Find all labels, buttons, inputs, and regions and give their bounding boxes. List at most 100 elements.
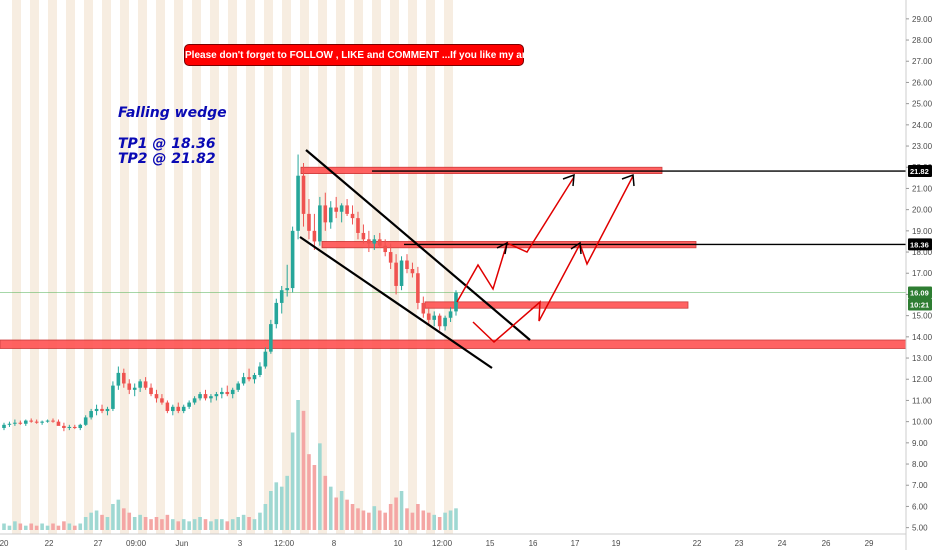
volume-bar (7, 525, 12, 530)
arrowhead-2b (621, 173, 635, 187)
candle-body (45, 420, 50, 422)
y-tick-label: 10.00 (912, 418, 932, 427)
y-tick-label: 6.00 (912, 502, 928, 511)
candle-body (116, 372, 121, 386)
candle-body (307, 213, 311, 231)
volume-bar (45, 525, 50, 530)
horizontal-lines (372, 170, 906, 246)
candle-body (416, 273, 420, 303)
session-band (282, 0, 291, 534)
volume-bar (290, 432, 295, 530)
candle-body (138, 381, 142, 388)
candle-body (18, 422, 23, 424)
candle-body (7, 423, 12, 425)
session-bands (12, 0, 453, 534)
volume-bar (372, 506, 377, 530)
candle-body (388, 252, 393, 263)
y-tick-label: 28.00 (912, 36, 932, 45)
candle-body (328, 207, 333, 223)
session-band (48, 0, 57, 534)
y-tick-label: 17.00 (912, 269, 932, 278)
candle-body (105, 408, 110, 412)
x-tick-label: 09:00 (126, 539, 147, 548)
volume-bar (171, 519, 175, 530)
candle-body (318, 205, 322, 242)
session-band (138, 0, 147, 534)
y-tick-label: 8.00 (912, 460, 928, 469)
candle-body (410, 269, 415, 274)
y-tick-label: 11.00 (912, 396, 932, 405)
volume-bar (421, 510, 426, 530)
candle-body (383, 245, 388, 253)
candle-body (149, 387, 153, 395)
x-tick-label: 8 (332, 539, 337, 548)
candle-body (285, 288, 289, 291)
x-tick-label: 10 (394, 539, 403, 548)
candle-body (252, 375, 257, 380)
price-tag-label: 16.09 (910, 289, 929, 298)
price-axis: 5.00 6.00 7.00 8.00 9.00 10.00 11.00 12.00 13.00… (905, 0, 932, 550)
volume-bar (122, 508, 126, 530)
volume-bar (334, 497, 338, 530)
y-tick-label: 14.00 (912, 333, 932, 342)
volume-bar (34, 525, 39, 530)
projection-path-1 (456, 176, 575, 303)
x-tick-label: 3 (238, 539, 243, 548)
y-tick-label: 19.00 (912, 227, 932, 236)
candle-body (356, 218, 360, 233)
x-tick-label: 27 (94, 539, 103, 548)
candle-body (100, 408, 104, 412)
candle-body (236, 383, 240, 390)
entry-zone (424, 301, 689, 309)
volume-bar (94, 510, 99, 530)
candle-body (83, 417, 88, 425)
volume-bar (236, 517, 240, 530)
volume-bar (67, 523, 72, 530)
y-tick-label: 26.00 (912, 78, 932, 87)
candle-body (290, 230, 295, 289)
candle-body (192, 398, 197, 403)
y-tick-label: 27.00 (912, 57, 932, 66)
volume-bar (247, 517, 251, 530)
tp1-label: TP1 @ 18.36 (118, 136, 216, 152)
volume-bar (405, 508, 409, 530)
projection-arrows (456, 173, 635, 344)
volume-bar (426, 512, 431, 530)
volume-bar (40, 523, 44, 530)
volume-bar (111, 504, 115, 530)
price-tag-label: 18.36 (910, 240, 929, 249)
volume-bar (181, 519, 186, 530)
volume-bar (176, 521, 181, 530)
volume-bar (225, 521, 230, 530)
y-tick-label: 5.00 (912, 524, 928, 533)
candle-body (230, 389, 235, 395)
volume-bar (78, 523, 83, 530)
volume-bar (23, 525, 28, 530)
y-tick-label: 13.00 (912, 354, 932, 363)
volume-bar (56, 525, 61, 530)
candle-body (171, 406, 175, 412)
candle-body (62, 425, 66, 428)
price-tag-label: 21.82 (910, 167, 929, 176)
session-band (336, 0, 345, 534)
volume-bar (241, 514, 246, 530)
volume-bar (448, 510, 453, 530)
volume-bar (89, 512, 93, 530)
volume-bar (323, 475, 328, 530)
pattern-label: Falling wedge (118, 105, 227, 121)
volume-bar (127, 512, 132, 530)
session-band (210, 0, 219, 534)
session-band (192, 0, 201, 534)
x-tick-label: 12:00 (274, 539, 295, 548)
y-tick-label: 29.00 (912, 15, 932, 24)
volume-bar (350, 504, 355, 530)
candlesticks (2, 154, 458, 432)
y-tick-label: 15.00 (912, 312, 932, 321)
candle-body (279, 290, 284, 303)
candle-body (323, 205, 328, 223)
candle-body (198, 394, 202, 399)
candle-body (67, 426, 72, 428)
x-tick-label: 29 (865, 539, 874, 548)
candle-body (78, 424, 83, 428)
candle-body (209, 396, 213, 399)
